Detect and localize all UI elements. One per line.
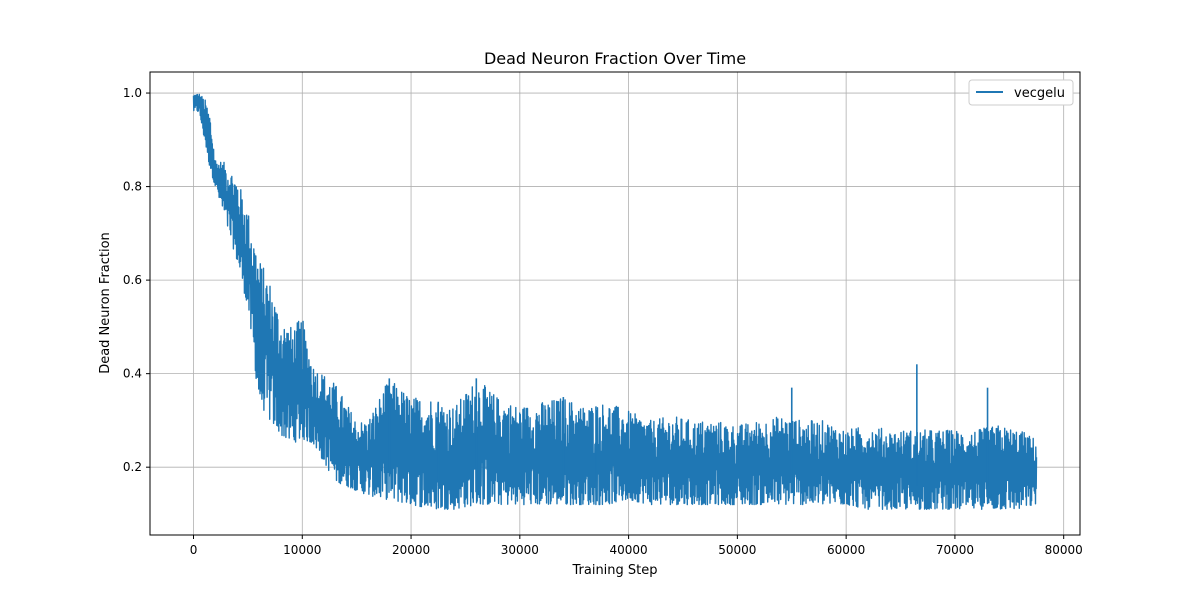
legend-box — [968, 79, 1074, 106]
x-tick-label: 20000 — [392, 543, 430, 557]
chart-title: Dead Neuron Fraction Over Time — [484, 49, 746, 68]
x-tick-label: 60000 — [827, 543, 865, 557]
x-tick-label: 80000 — [1045, 543, 1083, 557]
x-tick-label: 50000 — [718, 543, 756, 557]
plot-frame — [149, 71, 1081, 536]
series-group — [192, 93, 1038, 510]
x-axis-label: Training Step — [571, 563, 657, 578]
x-tick-label: 70000 — [936, 543, 974, 557]
y-tick-label: 0.4 — [123, 367, 142, 381]
legend: vecgelu — [968, 79, 1074, 106]
legend-label-vecgelu: vecgelu — [1014, 86, 1065, 101]
ticks: 0 10000 20000 30000 40000 50000 60000 70000 8000… — [123, 86, 1083, 557]
x-tick-label: 40000 — [610, 543, 648, 557]
y-tick-label: 0.2 — [123, 460, 142, 474]
y-tick-label: 0.6 — [123, 273, 142, 287]
x-tick-label: 10000 — [283, 543, 321, 557]
y-tick-label: 0.8 — [123, 180, 142, 194]
series-line-vecgelu — [192, 93, 1038, 510]
y-tick-label: 1.0 — [123, 86, 142, 100]
x-tick-label: 0 — [190, 543, 198, 557]
y-axis-label: Dead Neuron Fraction — [98, 232, 113, 374]
x-tick-label: 30000 — [501, 543, 539, 557]
